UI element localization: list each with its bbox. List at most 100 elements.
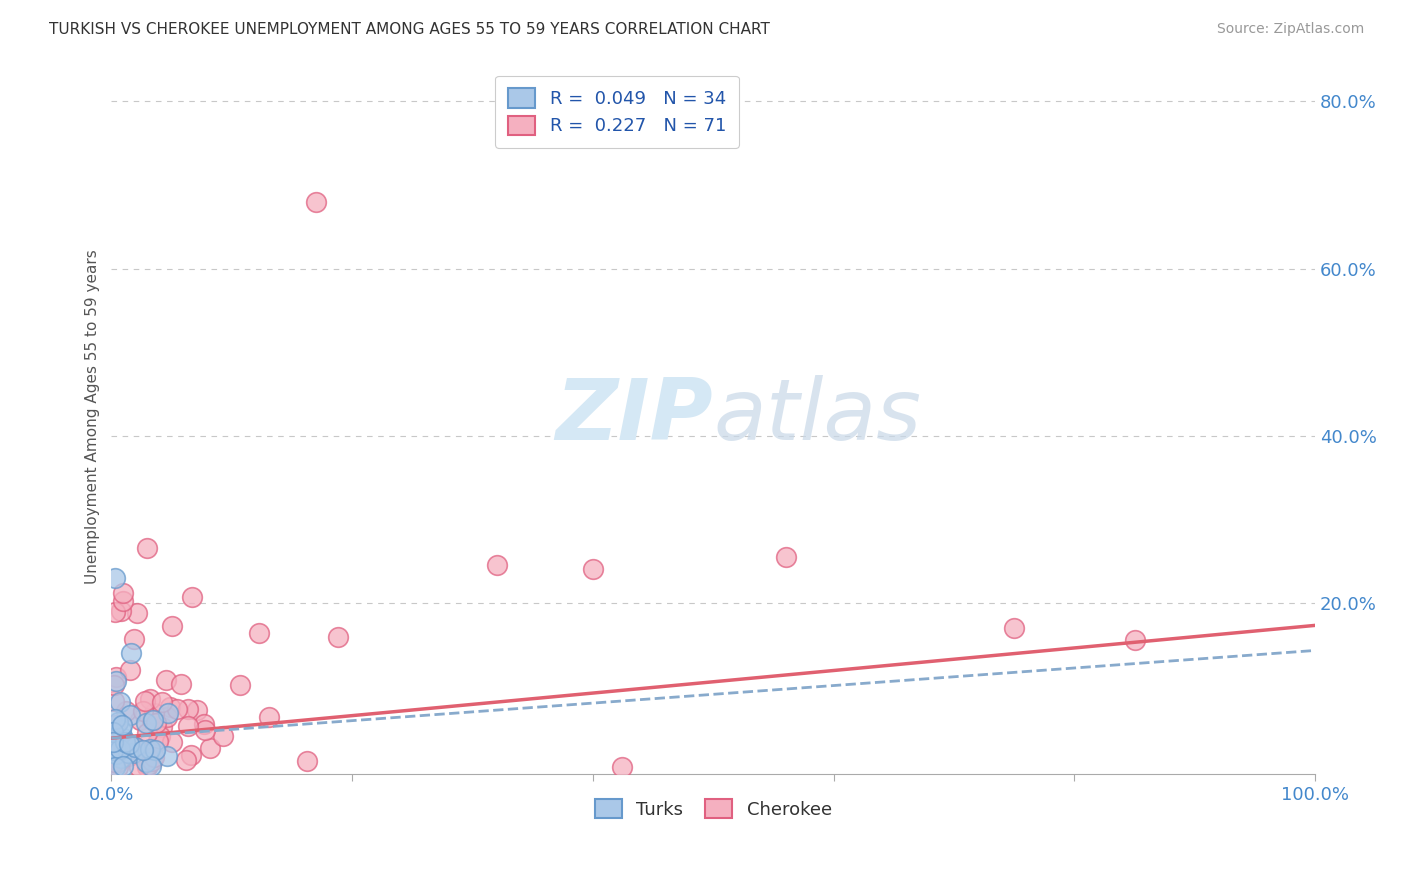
- Text: Source: ZipAtlas.com: Source: ZipAtlas.com: [1216, 22, 1364, 37]
- Point: [612, 760, 634, 774]
- Point: [103, 605, 125, 619]
- Point: [156, 709, 179, 723]
- Point: [135, 760, 157, 774]
- Point: [136, 726, 159, 740]
- Point: [103, 735, 125, 749]
- Point: [118, 737, 141, 751]
- Point: [107, 755, 129, 769]
- Point: [114, 735, 136, 749]
- Point: [582, 562, 605, 576]
- Point: [247, 625, 270, 640]
- Point: [1002, 621, 1025, 635]
- Point: [485, 558, 508, 573]
- Point: [104, 712, 127, 726]
- Point: [139, 758, 162, 772]
- Point: [104, 669, 127, 683]
- Point: [166, 701, 188, 715]
- Point: [110, 748, 132, 763]
- Point: [110, 604, 132, 618]
- Point: [104, 571, 127, 585]
- Point: [103, 694, 125, 708]
- Point: [156, 706, 179, 720]
- Point: [104, 760, 127, 774]
- Point: [212, 729, 235, 743]
- Point: [194, 723, 217, 737]
- Point: [118, 707, 141, 722]
- Point: [128, 713, 150, 727]
- Point: [103, 755, 125, 769]
- Point: [143, 743, 166, 757]
- Point: [139, 691, 162, 706]
- Point: [160, 619, 183, 633]
- Point: [328, 630, 350, 644]
- Point: [159, 699, 181, 714]
- Point: [107, 715, 129, 730]
- Point: [118, 748, 141, 763]
- Point: [120, 646, 142, 660]
- Point: [104, 756, 127, 770]
- Point: [150, 720, 173, 734]
- Point: [180, 748, 202, 763]
- Point: [128, 760, 150, 774]
- Point: [143, 750, 166, 764]
- Point: [177, 702, 200, 716]
- Point: [127, 741, 149, 756]
- Point: [112, 594, 135, 608]
- Point: [229, 678, 252, 692]
- Legend: Turks, Cherokee: Turks, Cherokee: [588, 791, 839, 826]
- Point: [295, 755, 318, 769]
- Point: [176, 719, 198, 733]
- Point: [141, 714, 163, 728]
- Point: [118, 738, 141, 752]
- Point: [108, 694, 131, 708]
- Point: [186, 703, 208, 717]
- Point: [174, 753, 197, 767]
- Point: [155, 748, 177, 763]
- Point: [135, 756, 157, 770]
- Point: [117, 746, 139, 760]
- Point: [104, 747, 127, 761]
- Point: [101, 739, 124, 753]
- Point: [124, 739, 146, 754]
- Point: [108, 742, 131, 756]
- Point: [160, 734, 183, 748]
- Point: [155, 673, 177, 687]
- Point: [115, 747, 138, 762]
- Point: [149, 729, 172, 743]
- Point: [142, 714, 165, 728]
- Point: [141, 754, 163, 768]
- Point: [143, 706, 166, 720]
- Point: [111, 759, 134, 773]
- Point: [150, 695, 173, 709]
- Point: [200, 741, 222, 756]
- Point: [129, 747, 152, 762]
- Point: [110, 751, 132, 765]
- Point: [103, 678, 125, 692]
- Point: [135, 716, 157, 731]
- Point: [124, 740, 146, 755]
- Point: [110, 723, 132, 737]
- Point: [122, 746, 145, 760]
- Point: [101, 743, 124, 757]
- Point: [136, 758, 159, 772]
- Point: [125, 606, 148, 620]
- Point: [132, 743, 155, 757]
- Point: [101, 740, 124, 755]
- Point: [111, 731, 134, 745]
- Text: TURKISH VS CHEROKEE UNEMPLOYMENT AMONG AGES 55 TO 59 YEARS CORRELATION CHART: TURKISH VS CHEROKEE UNEMPLOYMENT AMONG A…: [49, 22, 770, 37]
- Point: [114, 704, 136, 718]
- Point: [305, 194, 328, 209]
- Y-axis label: Unemployment Among Ages 55 to 59 years: Unemployment Among Ages 55 to 59 years: [86, 250, 100, 584]
- Point: [775, 549, 797, 564]
- Point: [111, 585, 134, 599]
- Point: [257, 710, 280, 724]
- Point: [134, 694, 156, 708]
- Point: [139, 742, 162, 756]
- Point: [170, 676, 193, 690]
- Point: [104, 717, 127, 731]
- Point: [111, 718, 134, 732]
- Point: [122, 632, 145, 647]
- Point: [1123, 633, 1146, 648]
- Point: [107, 760, 129, 774]
- Point: [146, 734, 169, 748]
